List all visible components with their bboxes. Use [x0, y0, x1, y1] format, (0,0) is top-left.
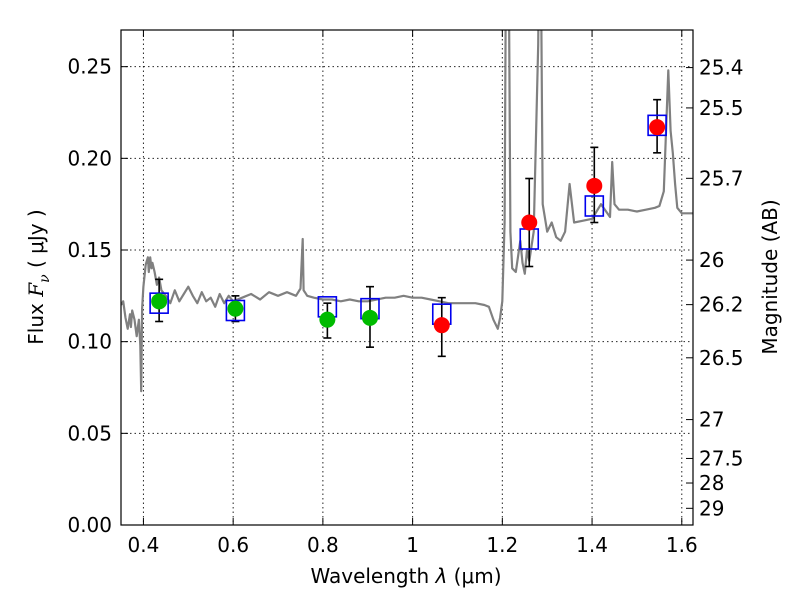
- x-axis-label: Wavelength λ (μm): [310, 564, 501, 588]
- model-photometry-square: [149, 292, 169, 314]
- model-photometry-square: [225, 299, 246, 322]
- x-tick-label: 1.2: [486, 533, 518, 557]
- y2-tick-label: 25.5: [699, 96, 744, 120]
- x-tick-label: 1: [406, 533, 419, 557]
- observed-point: [521, 214, 538, 231]
- y2-tick-label: 26: [699, 248, 724, 272]
- observed-point: [361, 309, 378, 326]
- y2-tick-label: 27.5: [699, 446, 744, 470]
- y-tick-label: 0.05: [67, 421, 112, 445]
- observed-point: [227, 300, 244, 317]
- observed-point: [649, 119, 666, 136]
- x-tick-label: 0.6: [217, 533, 249, 557]
- plot-frame: [120, 29, 694, 526]
- y-tick-label: 0.20: [67, 146, 112, 170]
- y-axis-label: Flux Fν ( μJy ): [24, 209, 53, 344]
- x-tick-label: 0.4: [128, 533, 160, 557]
- y2-tick-label: 26.2: [699, 293, 744, 317]
- y-tick-label: 0.10: [67, 330, 112, 354]
- y2-tick-label: 25.7: [699, 166, 744, 190]
- y2-tick-label: 29: [699, 496, 724, 520]
- model-photometry-square: [647, 114, 667, 137]
- x-tick-label: 1.4: [576, 533, 608, 557]
- y2-tick-label: 28: [699, 471, 724, 495]
- x-tick-label: 1.6: [666, 533, 698, 557]
- model-spectrum-line: [121, 30, 693, 393]
- observed-point: [151, 293, 168, 310]
- y2-axis-label: Magnitude (AB): [758, 199, 782, 354]
- spectrum-group: [121, 30, 693, 393]
- y2-tick-label: 25.4: [699, 56, 744, 80]
- y-tick-label: 0.15: [67, 238, 112, 262]
- y2-tick-label: 26.5: [699, 346, 744, 370]
- observed-point: [433, 317, 450, 334]
- y2-tick-label: 27: [699, 408, 724, 432]
- x-tick-label: 0.8: [307, 533, 339, 557]
- observed-photometry-points: [151, 119, 666, 334]
- model-photometry-square: [584, 195, 605, 217]
- plot-area: [121, 30, 693, 525]
- y-tick-label: 0.25: [67, 55, 112, 79]
- axis-ticks: 0.4 0.6 0.8 1 1.2 1.4 1.6 0.00 0.05 0.10 0.15 0.20 0…: [67, 30, 744, 557]
- observed-point: [586, 177, 603, 194]
- y-tick-label: 0.00: [67, 513, 112, 537]
- observed-point: [319, 311, 336, 328]
